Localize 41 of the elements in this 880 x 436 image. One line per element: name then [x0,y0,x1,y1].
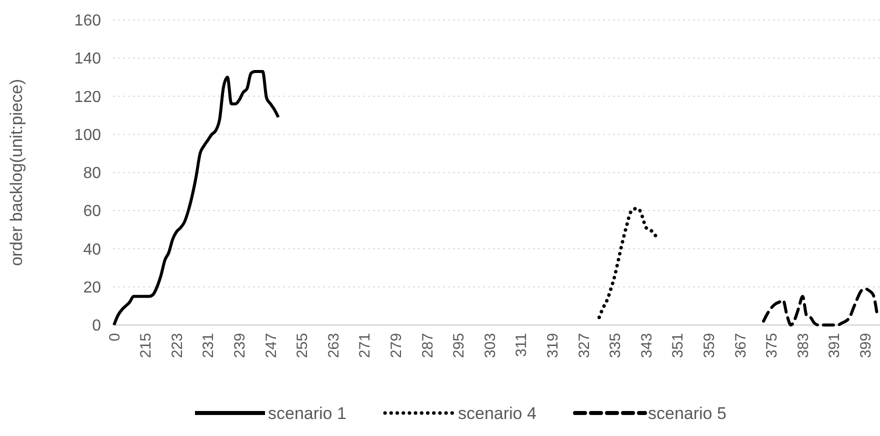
legend-label: scenario 1 [268,404,346,423]
x-tick-label: 311 [513,333,530,357]
x-tick-label: 383 [794,333,812,358]
x-tick-label: 359 [701,333,718,358]
x-tick-label: 351 [670,333,687,358]
x-tick-label: 343 [638,333,656,358]
x-tick-label: 239 [231,333,248,358]
x-tick-label: 335 [607,333,624,358]
x-tick-label: 327 [576,333,593,358]
x-tick-label: 263 [325,333,342,358]
line-series [762,287,878,326]
legend-label: scenario 5 [648,404,726,423]
x-tick-label: 319 [544,333,562,358]
y-tick-label: 160 [74,12,102,30]
y-tick-label: 120 [74,88,102,106]
x-tick-label: 271 [356,333,374,358]
x-tick-label: 295 [450,333,468,358]
y-tick-label: 40 [83,241,102,258]
x-tick-label: 255 [294,333,312,358]
x-tick-label: 303 [482,333,499,358]
x-tick-label: 215 [138,333,155,358]
x-tick-label: 375 [764,333,781,358]
x-tick-label: 247 [262,333,280,358]
y-tick-label: 80 [83,165,102,182]
x-tick-label: 0 [106,333,124,342]
x-tick-label: 287 [419,333,436,358]
y-tick-label: 20 [83,279,102,296]
y-axis-title: order backlog(unit:piece) [7,78,26,266]
y-tick-label: 140 [74,50,102,68]
line-series [112,70,280,326]
y-tick-label: 60 [83,203,102,220]
y-tick-label: 0 [92,318,102,335]
x-tick-label: 367 [732,333,750,358]
legend-label: scenario 4 [458,404,536,423]
x-tick-label: 223 [168,333,186,358]
x-tick-label: 231 [200,333,218,358]
x-tick-label: 399 [858,333,875,358]
x-tick-label: 279 [388,333,405,358]
y-tick-label: 100 [74,126,102,144]
x-tick-label: 391 [826,333,844,358]
line-series [597,206,660,320]
